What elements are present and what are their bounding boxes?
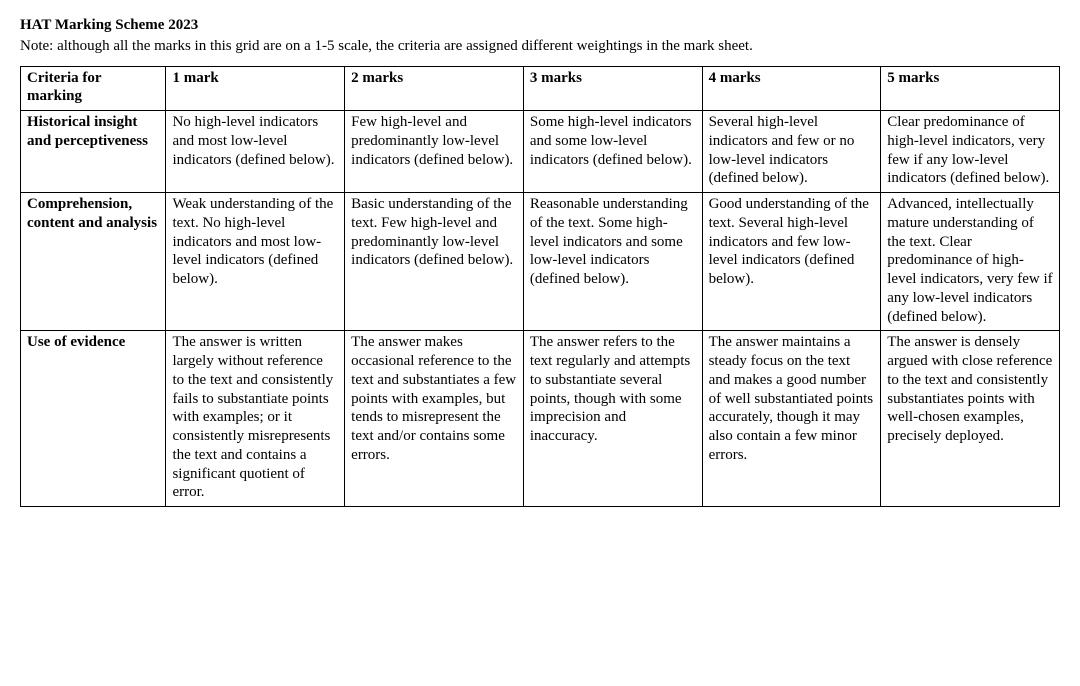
header-mark-1: 1 mark [166,66,345,111]
cell: The answer maintains a steady focus on t… [702,331,881,507]
cell: Some high-level indicators and some low-… [523,111,702,193]
row-label: Historical insight and perceptiveness [21,111,166,193]
cell: The answer refers to the text regularly … [523,331,702,507]
table-row: Use of evidence The answer is written la… [21,331,1060,507]
header-criteria: Criteria for marking [21,66,166,111]
header-mark-4: 4 marks [702,66,881,111]
cell: Reasonable understanding of the text. So… [523,193,702,331]
cell: Weak understanding of the text. No high-… [166,193,345,331]
cell: No high-level indicators and most low-le… [166,111,345,193]
table-header-row: Criteria for marking 1 mark 2 marks 3 ma… [21,66,1060,111]
cell: Clear predominance of high-level indicat… [881,111,1060,193]
row-label: Comprehension, content and analysis [21,193,166,331]
page-title: HAT Marking Scheme 2023 [20,16,1060,35]
cell: The answer is written largely without re… [166,331,345,507]
cell: Few high-level and predominantly low-lev… [345,111,524,193]
header-mark-3: 3 marks [523,66,702,111]
table-row: Historical insight and perceptiveness No… [21,111,1060,193]
cell: Several high-level indicators and few or… [702,111,881,193]
cell: Advanced, intellectually mature understa… [881,193,1060,331]
header-mark-5: 5 marks [881,66,1060,111]
cell: Basic understanding of the text. Few hig… [345,193,524,331]
cell: The answer makes occasional reference to… [345,331,524,507]
cell: The answer is densely argued with close … [881,331,1060,507]
header-mark-2: 2 marks [345,66,524,111]
cell: Good understanding of the text. Several … [702,193,881,331]
document-page: HAT Marking Scheme 2023 Note: although a… [0,0,1080,527]
marking-table: Criteria for marking 1 mark 2 marks 3 ma… [20,66,1060,508]
page-note: Note: although all the marks in this gri… [20,37,1060,56]
table-row: Comprehension, content and analysis Weak… [21,193,1060,331]
row-label: Use of evidence [21,331,166,507]
